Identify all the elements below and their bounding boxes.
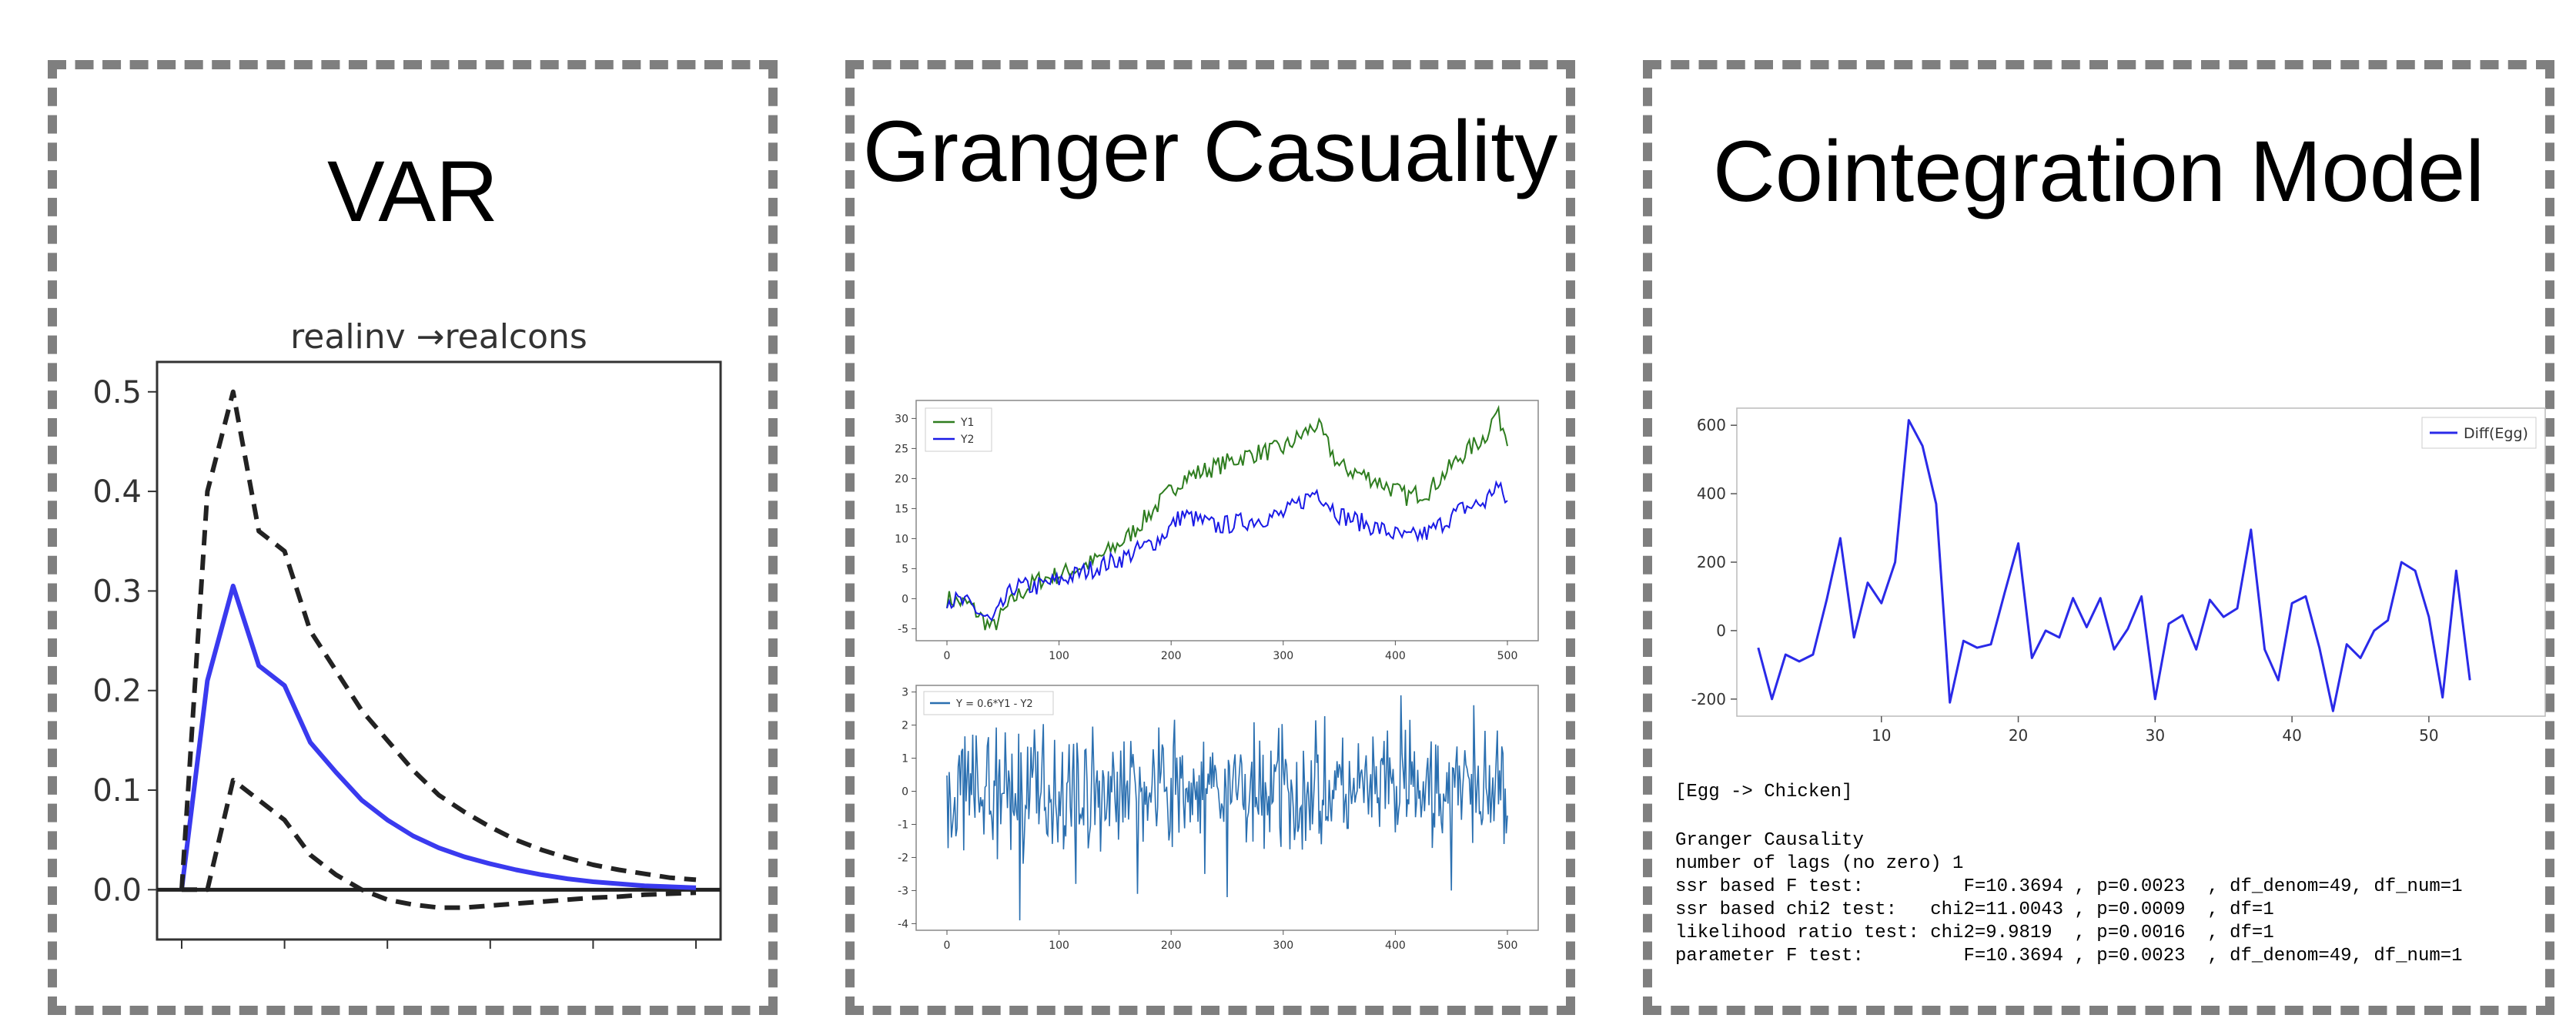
y-tick-label: 0 xyxy=(1716,621,1726,640)
x-tick-label: 20 xyxy=(2009,726,2028,745)
x-tick-label: 200 xyxy=(1161,940,1182,952)
x-tick-label: 50 xyxy=(2419,726,2438,745)
plot-frame xyxy=(1736,407,2546,717)
x-tick-label: 100 xyxy=(1049,650,1069,662)
console-line: parameter F test: F=10.3694 , p=0.0023 ,… xyxy=(1675,946,2463,966)
y-tick-label: 5 xyxy=(902,563,908,575)
y-tick-label: 2 xyxy=(902,720,908,732)
series-line-Y1 xyxy=(946,404,1508,631)
y-tick-label: 0.4 xyxy=(92,474,142,510)
console-line: likelihood ratio test: chi2=9.9819 , p=0… xyxy=(1675,923,2274,943)
x-tick-label: 200 xyxy=(1161,650,1182,662)
legend-label: Y = 0.6*Y1 - Y2 xyxy=(955,698,1033,710)
var-panel-title: VAR xyxy=(327,143,498,239)
y-tick-label: 15 xyxy=(895,503,908,515)
legend-label: Y1 xyxy=(960,417,974,429)
cointegration-panel: Cointegration Model -200 0 200 400 600 10 20 30… xyxy=(1643,60,2554,1015)
x-tick-label: 10 xyxy=(1872,726,1891,745)
y-tick-label: 200 xyxy=(1697,553,1726,571)
var-panel: VAR realinv →realcons 0.0 0.1 0.2 0.3 0.4 0.5 xyxy=(48,60,778,1015)
x-tick-label: 500 xyxy=(1497,940,1518,952)
y-tick-label: 10 xyxy=(895,533,908,545)
y-tick-label: 20 xyxy=(895,473,908,485)
y-tick-label: -4 xyxy=(898,918,908,930)
console-line: number of lags (no zero) 1 xyxy=(1675,853,1964,874)
x-tick-label: 500 xyxy=(1497,650,1518,662)
y-tick-label: 0.1 xyxy=(92,773,142,809)
cointegration-panel-title: Cointegration Model xyxy=(1712,123,2485,219)
series-line-residual xyxy=(946,695,1508,921)
x-tick-label: 100 xyxy=(1049,940,1069,952)
y-tick-label: -2 xyxy=(898,852,908,864)
legend: Diff(Egg) xyxy=(2421,417,2537,449)
x-tick-label: 300 xyxy=(1273,650,1293,662)
x-tick-label: 0 xyxy=(944,940,951,952)
y-tick-label: 0.2 xyxy=(92,674,142,709)
plot-frame xyxy=(156,360,722,941)
chart-title: realinv →realcons xyxy=(290,317,587,357)
y-tick-label: 0 xyxy=(902,786,908,799)
y-tick-label: 25 xyxy=(895,443,908,455)
diff-egg-chart: -200 0 200 400 600 10 20 30 40 50 Diff(Egg) xyxy=(1691,407,2546,745)
y-tick-label: 0 xyxy=(902,593,908,605)
legend-box xyxy=(925,407,992,452)
console-line: Granger Causality xyxy=(1675,830,1864,851)
x-tick-label: 300 xyxy=(1273,940,1293,952)
y-tick-label: 0.3 xyxy=(92,574,142,609)
y-tick-label: 30 xyxy=(895,413,908,425)
y-tick-label: 600 xyxy=(1697,416,1726,434)
series-line-diff-egg xyxy=(1757,419,2471,712)
legend-label: Y2 xyxy=(960,434,974,446)
var-irf-chart: realinv →realcons 0.0 0.1 0.2 0.3 0.4 0.5 xyxy=(92,317,722,949)
series-line-Y2 xyxy=(946,480,1508,622)
y-tick-label: 0.5 xyxy=(92,375,142,410)
y-tick-label: 1 xyxy=(902,753,908,765)
y-tick-label: -1 xyxy=(898,819,908,831)
granger-panel: Granger Casuality -5 0 5 10 15 20 25 30 0 100 200 3… xyxy=(845,60,1575,1015)
y-tick-label: 400 xyxy=(1697,484,1726,503)
y-tick-label: 0.0 xyxy=(92,873,142,908)
y-tick-label: 3 xyxy=(902,687,908,699)
legend: Y = 0.6*Y1 - Y2 xyxy=(923,691,1054,715)
x-tick-label: 40 xyxy=(2282,726,2301,745)
granger-panel-title: Granger Casuality xyxy=(862,103,1558,199)
x-tick-label: 400 xyxy=(1385,940,1406,952)
series-line-upper xyxy=(179,389,697,890)
y-tick-label: -5 xyxy=(898,623,908,635)
y-tick-label: -200 xyxy=(1691,690,1726,708)
x-tick-label: 0 xyxy=(944,650,951,662)
x-tick-label: 400 xyxy=(1385,650,1406,662)
y-tick-label: -3 xyxy=(898,885,908,897)
series-line-lower xyxy=(182,778,697,910)
console-line: ssr based F test: F=10.3694 , p=0.0023 ,… xyxy=(1675,876,2463,897)
x-tick-label: 30 xyxy=(2146,726,2165,745)
console-line: ssr based chi2 test: chi2=11.0043 , p=0.… xyxy=(1675,899,2274,920)
legend-label: Diff(Egg) xyxy=(2464,425,2528,442)
series-line-irf xyxy=(179,583,697,890)
console-header: [Egg -> Chicken] xyxy=(1675,782,1853,802)
